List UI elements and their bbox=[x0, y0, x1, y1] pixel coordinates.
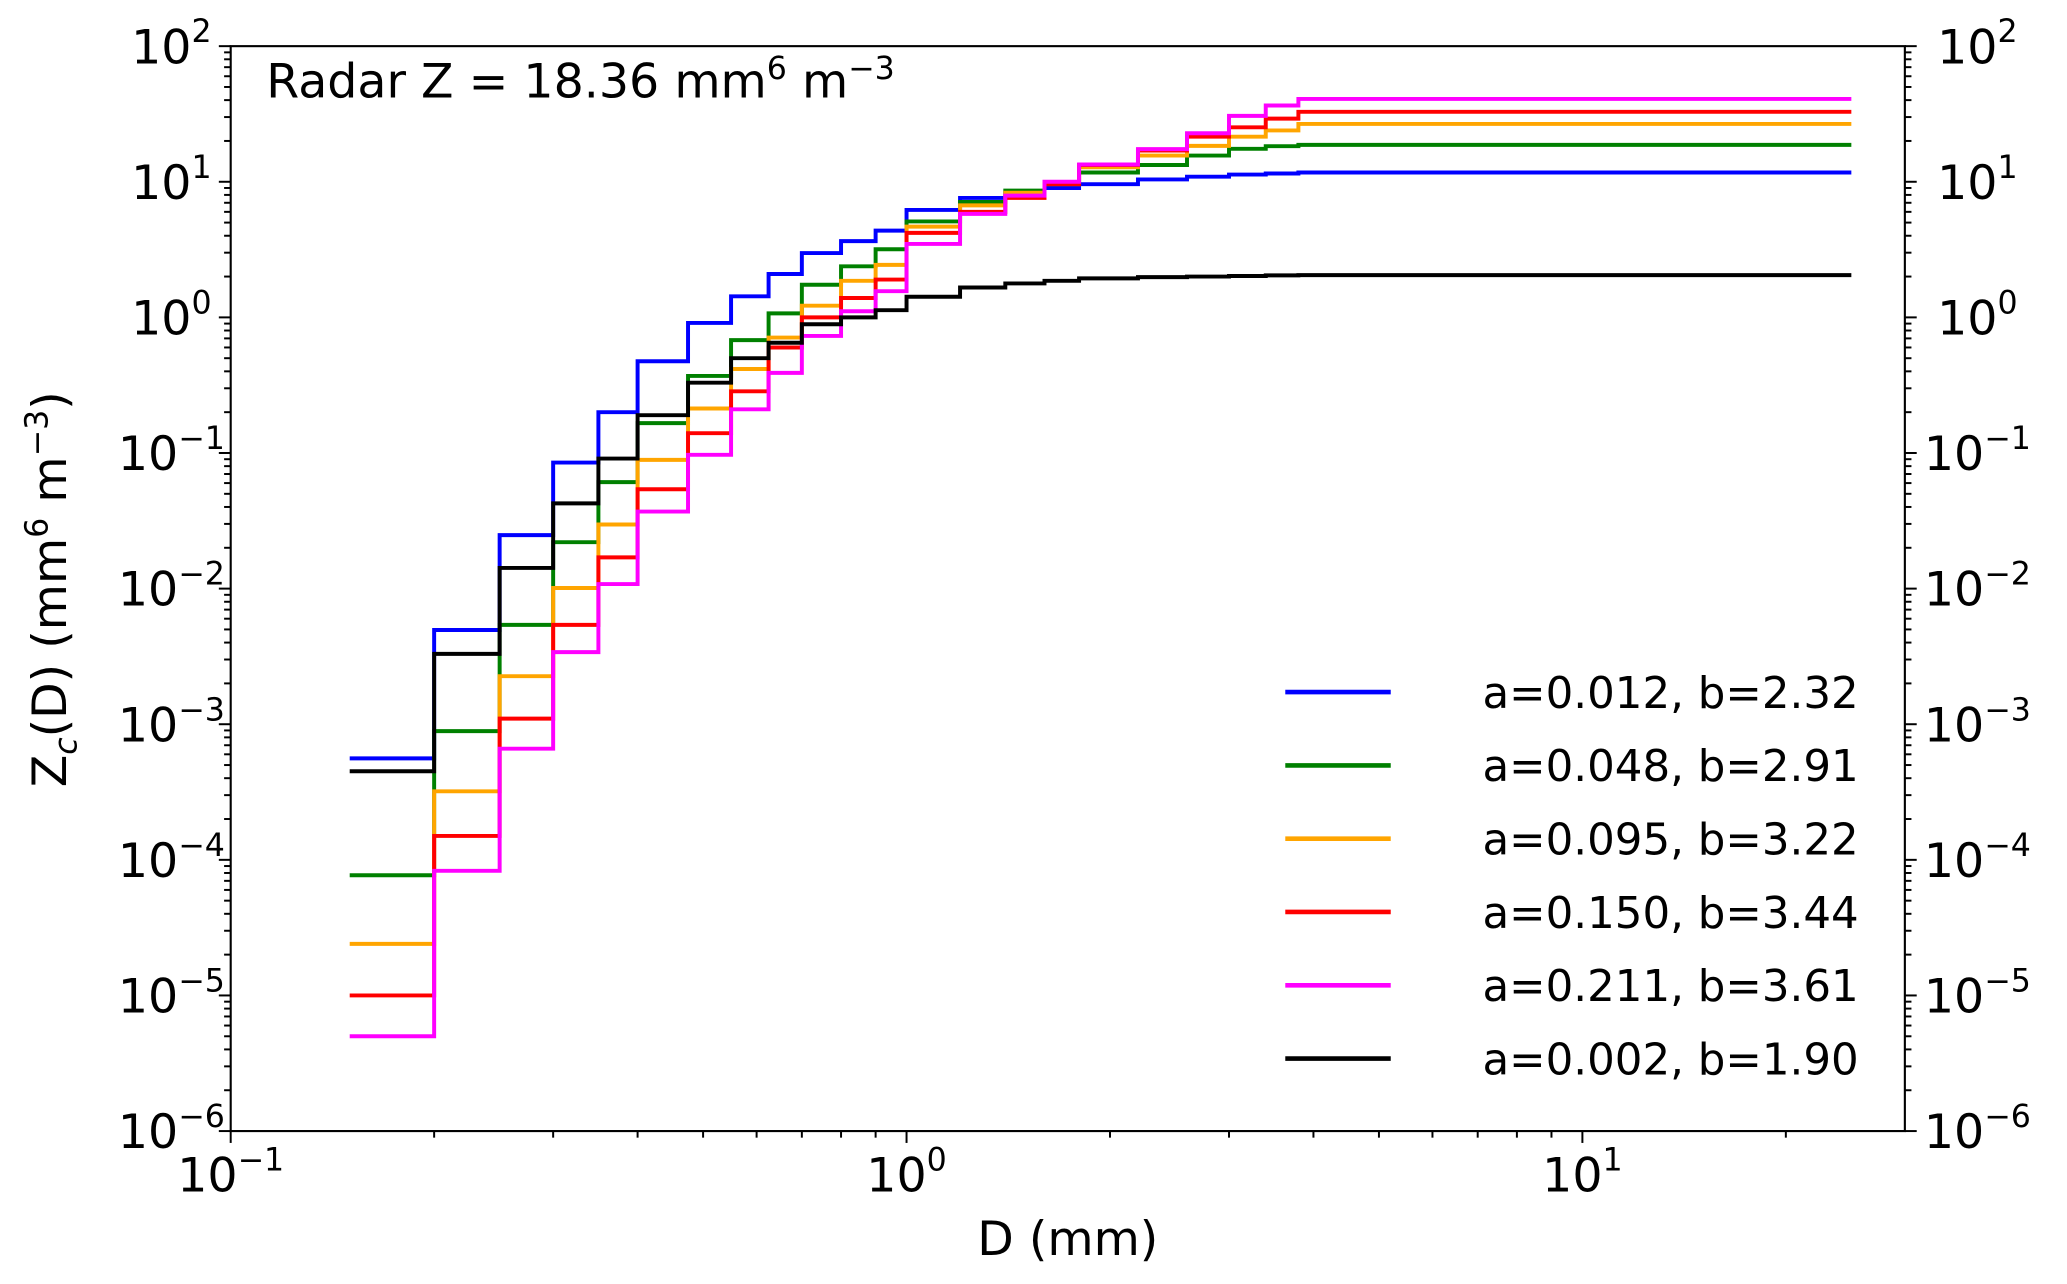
y-tick-label-left: 101 bbox=[131, 150, 211, 211]
series-line-0 bbox=[349, 170, 1852, 761]
y-tick-label-left: 10−4 bbox=[118, 828, 225, 889]
y-tick-label-right: 10−2 bbox=[1924, 557, 2031, 618]
legend-label: a=0.012, b=2.32 bbox=[1482, 669, 1858, 719]
y-tick-label-left: 102 bbox=[131, 14, 211, 75]
x-tick-label: 10−1 bbox=[177, 1143, 284, 1204]
y-tick-label-right: 10−1 bbox=[1924, 421, 2031, 482]
x-axis-label: D (mm) bbox=[977, 1212, 1158, 1267]
series-layer bbox=[349, 96, 1852, 1039]
x-tick-label: 101 bbox=[1542, 1143, 1623, 1204]
axes: 10−1 100 101 102 102 101 101 100 100 10−1 10−1 10−2… bbox=[118, 14, 2031, 1204]
series-line-5 bbox=[349, 273, 1852, 774]
y-tick-label-right: 102 bbox=[1937, 14, 2018, 75]
y-axis-label: Zc(D) (mm6 m−3) bbox=[19, 391, 84, 787]
annotation: Radar Z = 18.36 mm6 m−3 bbox=[266, 51, 895, 109]
y-tick-label-left: 100 bbox=[131, 285, 211, 346]
y-tick-label-left: 10−3 bbox=[118, 692, 225, 753]
legend-label: a=0.048, b=2.91 bbox=[1482, 742, 1858, 792]
series-line-4 bbox=[349, 96, 1852, 1039]
y-tick-label-right: 10−5 bbox=[1924, 963, 2031, 1024]
y-tick-label-right: 10−6 bbox=[1924, 1099, 2031, 1160]
y-tick-label-left: 10−5 bbox=[118, 963, 225, 1024]
legend: a=0.012, b=2.32 a=0.048, b=2.91 a=0.095, b… bbox=[1285, 669, 1859, 1085]
y-tick-label-left: 10−1 bbox=[118, 421, 225, 482]
y-tick-label-right: 101 bbox=[1937, 150, 2018, 211]
legend-label: a=0.211, b=3.61 bbox=[1482, 962, 1858, 1012]
y-tick-label-left: 10−2 bbox=[118, 557, 225, 618]
x-tick-label: 100 bbox=[866, 1143, 946, 1204]
y-tick-label-right: 10−3 bbox=[1924, 692, 2031, 753]
legend-label: a=0.150, b=3.44 bbox=[1482, 889, 1858, 939]
y-tick-label-right: 10−4 bbox=[1924, 828, 2031, 889]
legend-label: a=0.095, b=3.22 bbox=[1482, 816, 1858, 866]
y-tick-label-right: 100 bbox=[1937, 285, 2018, 346]
y-tick-label-left: 10−6 bbox=[118, 1099, 225, 1160]
legend-label: a=0.002, b=1.90 bbox=[1482, 1035, 1858, 1085]
